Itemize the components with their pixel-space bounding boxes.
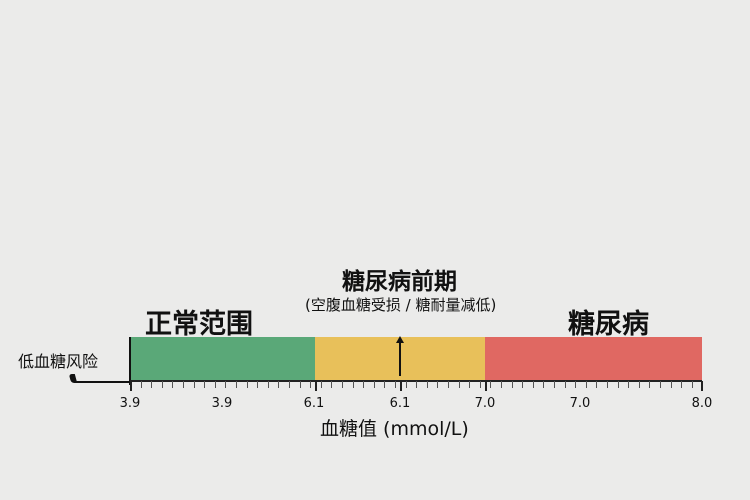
axis-tick — [501, 381, 502, 388]
axis-tick — [183, 381, 184, 388]
axis-major-tick — [400, 381, 402, 391]
axis-tick — [310, 381, 311, 388]
axis-tick — [384, 381, 385, 388]
tick-label: 8.0 — [691, 396, 713, 411]
bar-left-edge — [129, 337, 131, 385]
axis-tick — [565, 381, 566, 388]
axis-tick — [363, 381, 364, 388]
axis-tick — [257, 381, 258, 388]
axis-tick — [596, 381, 597, 388]
axis-tick — [575, 381, 576, 388]
axis-tick — [374, 381, 375, 388]
arrow-up-icon — [396, 336, 404, 343]
axis-tick — [151, 381, 152, 388]
axis-tick — [162, 381, 163, 388]
axis-tick — [554, 381, 555, 388]
label-diabetes: 糖尿病 — [568, 309, 649, 340]
axis-tick — [331, 381, 332, 388]
tick-label: 6.1 — [389, 396, 411, 411]
arrow-left-icon — [68, 374, 78, 383]
label-prediabetes-sub: (空腹血糖受损 / 糖耐量减低) — [305, 296, 497, 314]
arrow-shaft — [399, 342, 401, 376]
axis-tick — [660, 381, 661, 388]
axis-tick — [225, 381, 226, 388]
axis-tick — [448, 381, 449, 388]
segment-normal — [130, 337, 315, 381]
axis-tick — [671, 381, 672, 388]
axis-tick — [215, 381, 216, 388]
tick-label: 3.9 — [119, 396, 141, 411]
axis-tick — [300, 381, 301, 388]
axis-tick — [342, 381, 343, 388]
axis-tick — [289, 381, 290, 388]
label-prediabetes: 糖尿病前期 — [342, 269, 457, 295]
axis-tick — [639, 381, 640, 388]
axis-tick — [406, 381, 407, 388]
axis-tick — [480, 381, 481, 388]
segment-diabetes — [485, 337, 702, 381]
tick-label: 7.0 — [474, 396, 496, 411]
axis-tick — [607, 381, 608, 388]
axis-tick — [395, 381, 396, 388]
tick-label: 7.0 — [569, 396, 591, 411]
hypo-arrow-line — [74, 381, 130, 383]
axis-tick — [247, 381, 248, 388]
axis-tick — [204, 381, 205, 388]
axis-tick — [533, 381, 534, 388]
axis-tick — [469, 381, 470, 388]
axis-tick — [278, 381, 279, 388]
axis-tick — [459, 381, 460, 388]
axis-major-tick — [130, 381, 132, 391]
tick-label: 6.1 — [303, 396, 325, 411]
axis-major-tick — [701, 381, 703, 391]
axis-tick — [649, 381, 650, 388]
label-normal: 正常范围 — [145, 309, 253, 340]
axis-tick — [416, 381, 417, 388]
axis-tick — [236, 381, 237, 388]
axis-tick — [353, 381, 354, 388]
axis-tick — [490, 381, 491, 388]
axis-tick — [522, 381, 523, 388]
axis-major-tick — [315, 381, 317, 391]
axis-major-tick — [485, 381, 487, 391]
axis-tick — [618, 381, 619, 388]
x-axis-title: 血糖值 (mmol/L) — [320, 418, 469, 440]
axis-tick — [141, 381, 142, 388]
axis-tick — [692, 381, 693, 388]
axis-tick — [437, 381, 438, 388]
axis-tick — [268, 381, 269, 388]
axis-tick — [543, 381, 544, 388]
axis-tick — [586, 381, 587, 388]
axis-tick — [194, 381, 195, 388]
axis-tick — [628, 381, 629, 388]
label-hypoglycemia: 低血糖风险 — [18, 352, 99, 371]
axis-tick — [427, 381, 428, 388]
axis-tick — [172, 381, 173, 388]
axis-tick — [681, 381, 682, 388]
axis-tick — [321, 381, 322, 388]
axis-tick — [512, 381, 513, 388]
tick-label: 3.9 — [211, 396, 233, 411]
